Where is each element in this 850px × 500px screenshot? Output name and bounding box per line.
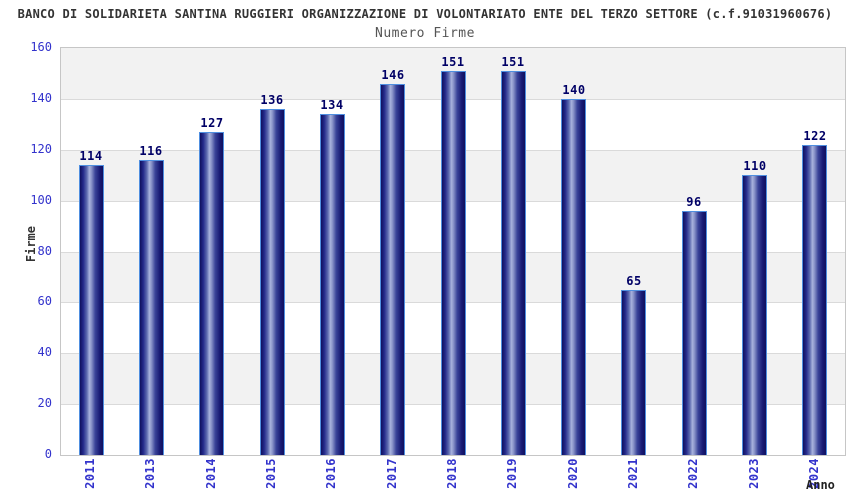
bar-2016 <box>320 114 345 455</box>
bar-value-label: 122 <box>803 129 827 143</box>
bar-value-label: 151 <box>441 55 465 69</box>
bar-value-label: 136 <box>260 93 284 107</box>
bar-value-label: 65 <box>626 274 642 288</box>
bar-2024 <box>802 145 827 455</box>
bar-2015 <box>260 109 285 455</box>
x-tick-label: 2022 <box>686 458 700 489</box>
bar-2014 <box>199 132 224 455</box>
bar-value-label: 96 <box>686 195 702 209</box>
bar-value-label: 151 <box>501 55 525 69</box>
x-axis-title: Anno <box>806 478 835 492</box>
y-tick-label: 100 <box>30 192 52 207</box>
chart-title: BANCO DI SOLIDARIETA SANTINA RUGGIERI OR… <box>17 7 833 21</box>
bar-value-label: 116 <box>139 144 163 158</box>
x-tick-label: 2023 <box>747 458 761 489</box>
bar-2023 <box>742 175 767 455</box>
bar-2013 <box>139 160 164 455</box>
bar-value-label: 146 <box>381 68 405 82</box>
bar-value-label: 134 <box>320 98 344 112</box>
y-axis-title: Firme <box>24 226 38 263</box>
bar-2021 <box>621 290 646 455</box>
bar-value-label: 110 <box>743 159 767 173</box>
y-tick-label: 20 <box>37 396 52 411</box>
y-tick-label: 140 <box>30 90 52 105</box>
bar-2020 <box>561 99 586 455</box>
x-tick-label: 2018 <box>445 458 459 489</box>
chart-subtitle: Numero Firme <box>375 26 475 41</box>
y-tick-label: 120 <box>30 141 52 156</box>
x-tick-label: 2016 <box>324 458 338 489</box>
x-tick-label: 2011 <box>83 458 97 489</box>
plot-area: 114 116 127 136 134 146 151 151 140 65 96 110 122 <box>60 47 846 456</box>
y-tick-label: 80 <box>37 243 52 258</box>
x-tick-label: 2021 <box>626 458 640 489</box>
bar-value-label: 127 <box>200 116 224 130</box>
x-tick-label: 2020 <box>566 458 580 489</box>
bar-2011 <box>79 165 104 455</box>
bar-value-label: 140 <box>562 83 586 97</box>
bar-2017 <box>380 84 405 455</box>
x-tick-label: 2019 <box>505 458 519 489</box>
y-tick-label: 40 <box>37 345 52 360</box>
bar-value-label: 114 <box>79 149 103 163</box>
x-tick-label: 2017 <box>385 458 399 489</box>
y-tick-label: 160 <box>30 40 52 54</box>
x-tick-label: 2015 <box>264 458 278 489</box>
y-tick-label: 60 <box>37 294 52 309</box>
x-tick-label: 2013 <box>143 458 157 489</box>
bar-2019 <box>501 71 526 455</box>
y-tick-label: 0 <box>44 447 52 461</box>
bar-2018 <box>441 71 466 455</box>
bar-2022 <box>682 211 707 455</box>
x-tick-label: 2014 <box>204 458 218 489</box>
